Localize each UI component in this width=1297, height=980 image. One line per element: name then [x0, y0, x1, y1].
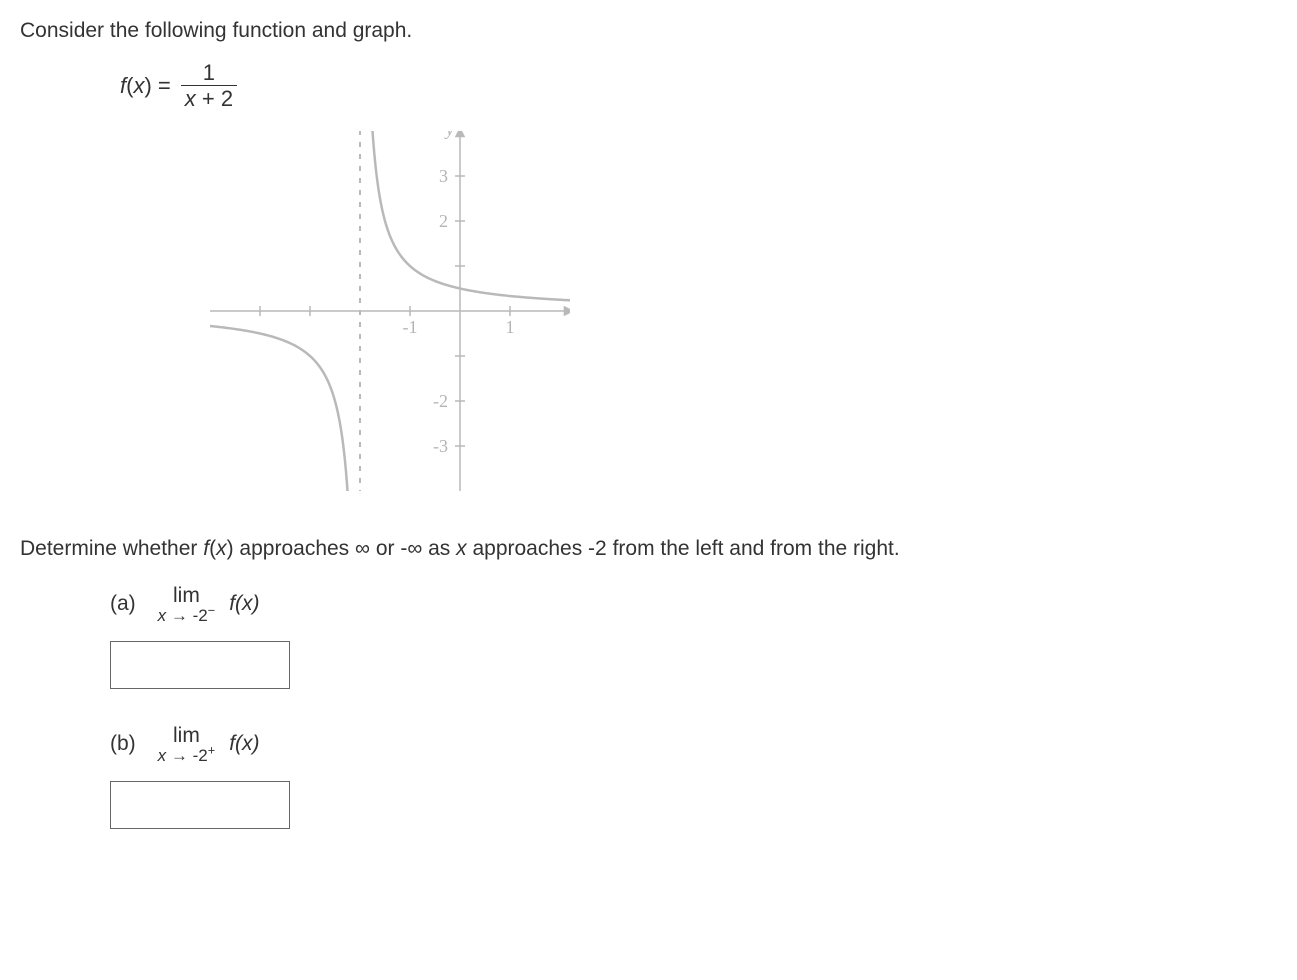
svg-text:y: y: [444, 131, 454, 139]
limit-a: lim x → -2− f(x): [158, 585, 260, 625]
part-a: (a) lim x → -2− f(x): [110, 585, 1277, 689]
limit-b-fx: f(x): [229, 725, 259, 761]
part-b-expression: (b) lim x → -2+ f(x): [110, 725, 1277, 765]
fraction-numerator: 1: [199, 60, 219, 85]
fraction: 1 x + 2: [181, 60, 237, 112]
svg-text:3: 3: [439, 166, 448, 186]
page: Consider the following function and grap…: [0, 0, 1297, 980]
limit-b: lim x → -2+ f(x): [158, 725, 260, 765]
part-a-label: (a): [110, 585, 136, 621]
part-a-expression: (a) lim x → -2− f(x): [110, 585, 1277, 625]
answer-input-b[interactable]: [110, 781, 290, 829]
fn-lhs: f(x) =: [120, 68, 171, 103]
fraction-denominator: x + 2: [181, 85, 237, 111]
svg-text:1: 1: [506, 317, 515, 337]
function-definition: f(x) = 1 x + 2: [120, 60, 1277, 112]
function-graph: -1132-2-3xy: [210, 131, 570, 491]
limit-b-operator: lim x → -2+: [158, 725, 216, 765]
part-b: (b) lim x → -2+ f(x): [110, 725, 1277, 829]
intro-text: Consider the following function and grap…: [20, 14, 1277, 48]
graph-container: -1132-2-3xy: [210, 131, 1277, 502]
svg-text:-2: -2: [433, 391, 448, 411]
svg-text:-1: -1: [403, 317, 418, 337]
svg-text:-3: -3: [433, 436, 448, 456]
svg-text:2: 2: [439, 211, 448, 231]
limit-a-fx: f(x): [229, 585, 259, 621]
limit-a-operator: lim x → -2−: [158, 585, 216, 625]
limit-b-sub: x → -2+: [158, 747, 216, 765]
answer-input-a[interactable]: [110, 641, 290, 689]
part-b-label: (b): [110, 725, 136, 761]
limit-a-sub: x → -2−: [158, 607, 216, 625]
question-text: Determine whether f(x) approaches ∞ or -…: [20, 532, 1277, 566]
